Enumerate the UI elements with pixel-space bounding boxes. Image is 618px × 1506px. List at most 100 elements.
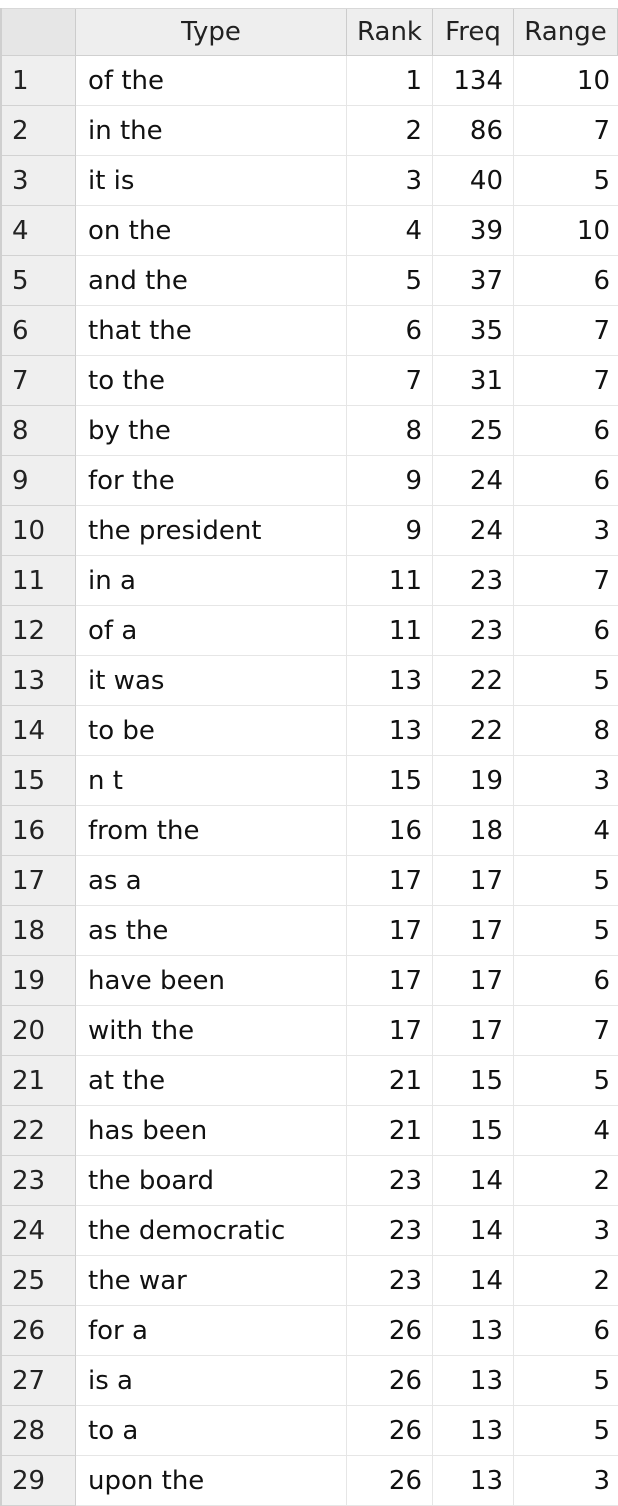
cell-range[interactable]: 4: [514, 1106, 618, 1156]
cell-rank[interactable]: 13: [347, 656, 433, 706]
cell-rank[interactable]: 1: [347, 56, 433, 106]
table-row[interactable]: 18 as the 17 17 5: [2, 906, 618, 956]
row-index[interactable]: 24: [2, 1206, 76, 1256]
cell-rank[interactable]: 15: [347, 756, 433, 806]
row-index[interactable]: 27: [2, 1356, 76, 1406]
table-row[interactable]: 5 and the 5 37 6: [2, 256, 618, 306]
cell-type[interactable]: it is: [76, 156, 347, 206]
row-index[interactable]: 16: [2, 806, 76, 856]
cell-rank[interactable]: 11: [347, 556, 433, 606]
cell-range[interactable]: 7: [514, 306, 618, 356]
row-index[interactable]: 26: [2, 1306, 76, 1356]
cell-rank[interactable]: 3: [347, 156, 433, 206]
cell-freq[interactable]: 22: [433, 656, 514, 706]
cell-rank[interactable]: 21: [347, 1056, 433, 1106]
cell-freq[interactable]: 35: [433, 306, 514, 356]
cell-type[interactable]: the president: [76, 506, 347, 556]
cell-range[interactable]: 7: [514, 356, 618, 406]
cell-range[interactable]: 6: [514, 256, 618, 306]
table-row[interactable]: 28 to a 26 13 5: [2, 1406, 618, 1456]
row-index[interactable]: 9: [2, 456, 76, 506]
cell-type[interactable]: of the: [76, 56, 347, 106]
cell-type[interactable]: as a: [76, 856, 347, 906]
table-row[interactable]: 27 is a 26 13 5: [2, 1356, 618, 1406]
cell-rank[interactable]: 26: [347, 1306, 433, 1356]
table-row[interactable]: 7 to the 7 31 7: [2, 356, 618, 406]
row-index[interactable]: 18: [2, 906, 76, 956]
table-row[interactable]: 19 have been 17 17 6: [2, 956, 618, 1006]
cell-freq[interactable]: 13: [433, 1456, 514, 1506]
cell-range[interactable]: 2: [514, 1156, 618, 1206]
cell-rank[interactable]: 9: [347, 506, 433, 556]
cell-range[interactable]: 6: [514, 606, 618, 656]
table-row[interactable]: 20 with the 17 17 7: [2, 1006, 618, 1056]
cell-range[interactable]: 3: [514, 1206, 618, 1256]
row-index[interactable]: 23: [2, 1156, 76, 1206]
cell-type[interactable]: to a: [76, 1406, 347, 1456]
cell-rank[interactable]: 11: [347, 606, 433, 656]
cell-range[interactable]: 8: [514, 706, 618, 756]
cell-rank[interactable]: 26: [347, 1456, 433, 1506]
table-row[interactable]: 10 the president 9 24 3: [2, 506, 618, 556]
cell-freq[interactable]: 86: [433, 106, 514, 156]
cell-freq[interactable]: 13: [433, 1356, 514, 1406]
row-index[interactable]: 20: [2, 1006, 76, 1056]
cell-type[interactable]: is a: [76, 1356, 347, 1406]
cell-freq[interactable]: 13: [433, 1406, 514, 1456]
cell-type[interactable]: to be: [76, 706, 347, 756]
row-index[interactable]: 8: [2, 406, 76, 456]
table-row[interactable]: 21 at the 21 15 5: [2, 1056, 618, 1106]
row-index[interactable]: 11: [2, 556, 76, 606]
cell-type[interactable]: as the: [76, 906, 347, 956]
cell-freq[interactable]: 25: [433, 406, 514, 456]
cell-freq[interactable]: 19: [433, 756, 514, 806]
cell-range[interactable]: 5: [514, 1356, 618, 1406]
cell-freq[interactable]: 22: [433, 706, 514, 756]
cell-rank[interactable]: 23: [347, 1206, 433, 1256]
cell-range[interactable]: 5: [514, 656, 618, 706]
cell-type[interactable]: from the: [76, 806, 347, 856]
cell-range[interactable]: 3: [514, 506, 618, 556]
cell-freq[interactable]: 37: [433, 256, 514, 306]
row-index[interactable]: 3: [2, 156, 76, 206]
header-freq[interactable]: Freq: [433, 9, 514, 55]
cell-range[interactable]: 5: [514, 906, 618, 956]
table-row[interactable]: 3 it is 3 40 5: [2, 156, 618, 206]
cell-type[interactable]: to the: [76, 356, 347, 406]
cell-type[interactable]: the board: [76, 1156, 347, 1206]
cell-freq[interactable]: 23: [433, 556, 514, 606]
row-index[interactable]: 22: [2, 1106, 76, 1156]
table-row[interactable]: 14 to be 13 22 8: [2, 706, 618, 756]
cell-range[interactable]: 3: [514, 1456, 618, 1506]
row-index[interactable]: 25: [2, 1256, 76, 1306]
table-row[interactable]: 26 for a 26 13 6: [2, 1306, 618, 1356]
cell-rank[interactable]: 23: [347, 1256, 433, 1306]
cell-freq[interactable]: 17: [433, 956, 514, 1006]
row-index[interactable]: 6: [2, 306, 76, 356]
row-index[interactable]: 1: [2, 56, 76, 106]
cell-freq[interactable]: 14: [433, 1156, 514, 1206]
cell-freq[interactable]: 17: [433, 1006, 514, 1056]
table-row[interactable]: 13 it was 13 22 5: [2, 656, 618, 706]
header-type[interactable]: Type: [76, 9, 347, 55]
cell-range[interactable]: 5: [514, 1406, 618, 1456]
row-index[interactable]: 4: [2, 206, 76, 256]
cell-freq[interactable]: 15: [433, 1106, 514, 1156]
cell-type[interactable]: the war: [76, 1256, 347, 1306]
cell-freq[interactable]: 17: [433, 856, 514, 906]
cell-freq[interactable]: 14: [433, 1256, 514, 1306]
row-index[interactable]: 10: [2, 506, 76, 556]
table-row[interactable]: 4 on the 4 39 10: [2, 206, 618, 256]
cell-range[interactable]: 7: [514, 106, 618, 156]
cell-type[interactable]: for the: [76, 456, 347, 506]
cell-freq[interactable]: 15: [433, 1056, 514, 1106]
table-row[interactable]: 11 in a 11 23 7: [2, 556, 618, 606]
cell-freq[interactable]: 24: [433, 456, 514, 506]
cell-type[interactable]: for a: [76, 1306, 347, 1356]
row-index[interactable]: 13: [2, 656, 76, 706]
cell-type[interactable]: and the: [76, 256, 347, 306]
cell-rank[interactable]: 17: [347, 906, 433, 956]
row-index[interactable]: 29: [2, 1456, 76, 1506]
cell-rank[interactable]: 8: [347, 406, 433, 456]
cell-type[interactable]: upon the: [76, 1456, 347, 1506]
